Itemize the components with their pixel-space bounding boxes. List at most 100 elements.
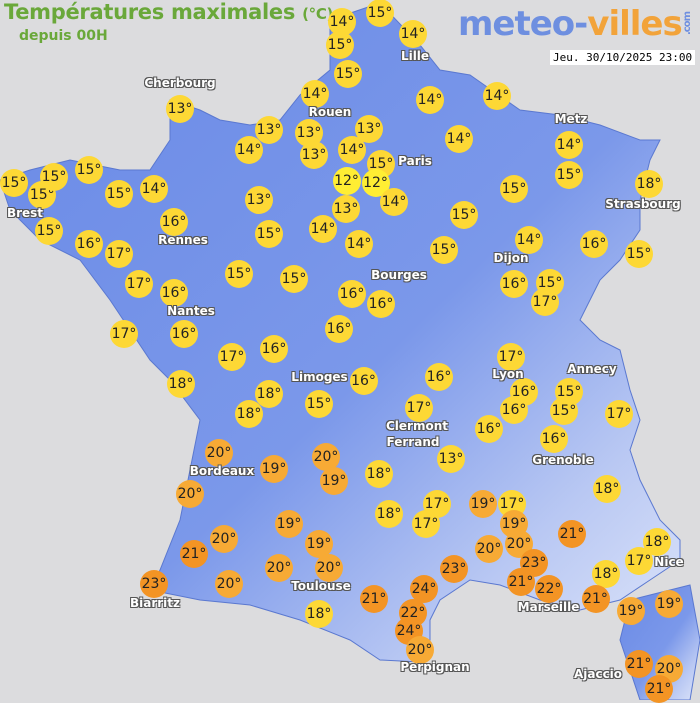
city-label: Nice — [654, 555, 684, 569]
datetime-label: Jeu. 30/10/2025 23:00 — [550, 50, 696, 65]
temperature-marker: 17° — [105, 240, 133, 268]
city-label: Metz — [554, 112, 588, 126]
temperature-marker: 14° — [445, 125, 473, 153]
temperature-marker: 21° — [507, 567, 535, 596]
temperature-value: 14° — [339, 142, 365, 158]
temperature-value: 20° — [216, 576, 242, 592]
temperature-value: 21° — [626, 656, 652, 672]
city-label: Toulouse — [291, 579, 351, 594]
temperature-marker: 15° — [35, 216, 63, 245]
map-subtitle: depuis 00H — [19, 28, 108, 44]
temperature-value: 20° — [177, 486, 203, 502]
temperature-value: 22° — [400, 604, 426, 621]
temperature-marker: 16° — [500, 396, 528, 425]
temperature-value: 22° — [536, 581, 562, 597]
temperature-marker: 21° — [581, 585, 610, 613]
temperature-marker: 17° — [497, 342, 525, 371]
logo-part1: meteo- — [458, 4, 588, 44]
city-label: Marseille — [517, 600, 580, 614]
temperature-value: 15° — [281, 271, 307, 287]
temperature-marker: 15° — [255, 220, 283, 248]
temperature-value: 15° — [367, 5, 393, 21]
temperature-marker: 17° — [605, 400, 633, 428]
temperature-marker: 17° — [405, 394, 433, 422]
temperature-value: 14° — [556, 137, 582, 153]
temperature-value: 16° — [581, 236, 607, 252]
temperature-value: 14° — [381, 194, 407, 210]
temperature-value: 19° — [618, 603, 644, 619]
temperature-value: 21° — [583, 591, 608, 607]
temperature-marker: 20° — [406, 636, 434, 664]
temperature-marker: 22° — [535, 575, 563, 603]
temperature-value: 18° — [236, 406, 262, 422]
temperature-value: 15° — [36, 222, 62, 239]
temperature-marker: 16° — [75, 230, 103, 258]
temperature-value: 20° — [313, 449, 339, 465]
temperature-marker: 16° — [540, 425, 568, 453]
temperature-value: 18° — [366, 466, 392, 482]
temperature-value: 24° — [396, 623, 422, 639]
temperature-value: 13° — [256, 122, 282, 138]
temperature-marker: 18° — [375, 500, 403, 528]
temperature-value: 19° — [501, 516, 527, 532]
temperature-marker: 13° — [332, 195, 360, 223]
temperature-value: 17° — [532, 293, 558, 310]
temperature-value: 21° — [361, 591, 387, 607]
temperature-marker: 14° — [380, 188, 408, 216]
temperature-value: 12° — [334, 173, 359, 189]
temperature-value: 19° — [656, 596, 682, 612]
temperature-marker: 21° — [360, 585, 388, 613]
temperature-marker: 16° — [500, 270, 528, 298]
temperature-marker: 15° — [366, 0, 394, 27]
temperature-value: 13° — [333, 201, 359, 217]
temperature-marker: 15° — [225, 260, 253, 288]
temperature-marker: 18° — [635, 170, 663, 198]
temperature-marker: 19° — [469, 490, 497, 518]
temperature-marker: 17° — [218, 343, 246, 371]
temperature-value: 16° — [76, 236, 102, 252]
temperature-value: 17° — [106, 246, 132, 262]
temperature-marker: 21° — [558, 520, 586, 548]
temperature-value: 15° — [41, 168, 67, 185]
temperature-marker: 16° — [325, 315, 353, 343]
temperature-marker: 16° — [160, 207, 188, 236]
temperature-marker: 15° — [430, 236, 458, 264]
temperature-value: 15° — [368, 156, 394, 172]
temperature-marker: 17° — [625, 547, 653, 575]
city-label: Lyon — [492, 367, 524, 381]
temperature-marker: 14° — [338, 136, 366, 164]
temperature-value: 12° — [363, 175, 388, 191]
temperature-value: 15° — [551, 402, 577, 419]
temperature-value: 13° — [167, 101, 193, 117]
city-label: Cherbourg — [144, 76, 216, 90]
temperature-marker: 20° — [210, 525, 238, 553]
temperature-marker: 14° — [345, 230, 373, 258]
temperature-value: 20° — [266, 559, 292, 576]
city-label: Paris — [398, 154, 432, 168]
temperature-value: 13° — [296, 125, 322, 141]
temperature-marker: 16° — [425, 363, 453, 391]
temperature-value: 16° — [501, 276, 527, 292]
temperature-value: 19° — [261, 461, 287, 477]
temperature-marker: 13° — [166, 95, 194, 123]
temperature-marker: 17° — [110, 320, 138, 348]
city-label: Grenoble — [532, 453, 594, 467]
temperature-value: 16° — [161, 284, 187, 301]
temperature-marker: 20° — [176, 480, 204, 508]
temperature-marker: 13° — [437, 445, 465, 473]
temperature-value: 20° — [407, 642, 433, 658]
temperature-marker: 20° — [475, 535, 503, 563]
temperature-value: 15° — [256, 226, 282, 242]
temperature-value: 15° — [556, 383, 582, 400]
temperature-value: 16° — [326, 321, 352, 337]
temperature-value: 18° — [306, 606, 332, 622]
temperature-value: 16° — [261, 341, 287, 357]
temperature-value: 17° — [413, 516, 439, 532]
city-label: Ajaccio — [573, 667, 623, 681]
temperature-value: 16° — [511, 384, 537, 400]
temperature-value: 13° — [438, 451, 464, 467]
temperature-marker: 15° — [280, 265, 308, 293]
temperature-value: 13° — [246, 192, 272, 208]
temperature-marker: 24° — [410, 575, 438, 603]
temperature-marker: 14° — [416, 86, 444, 114]
